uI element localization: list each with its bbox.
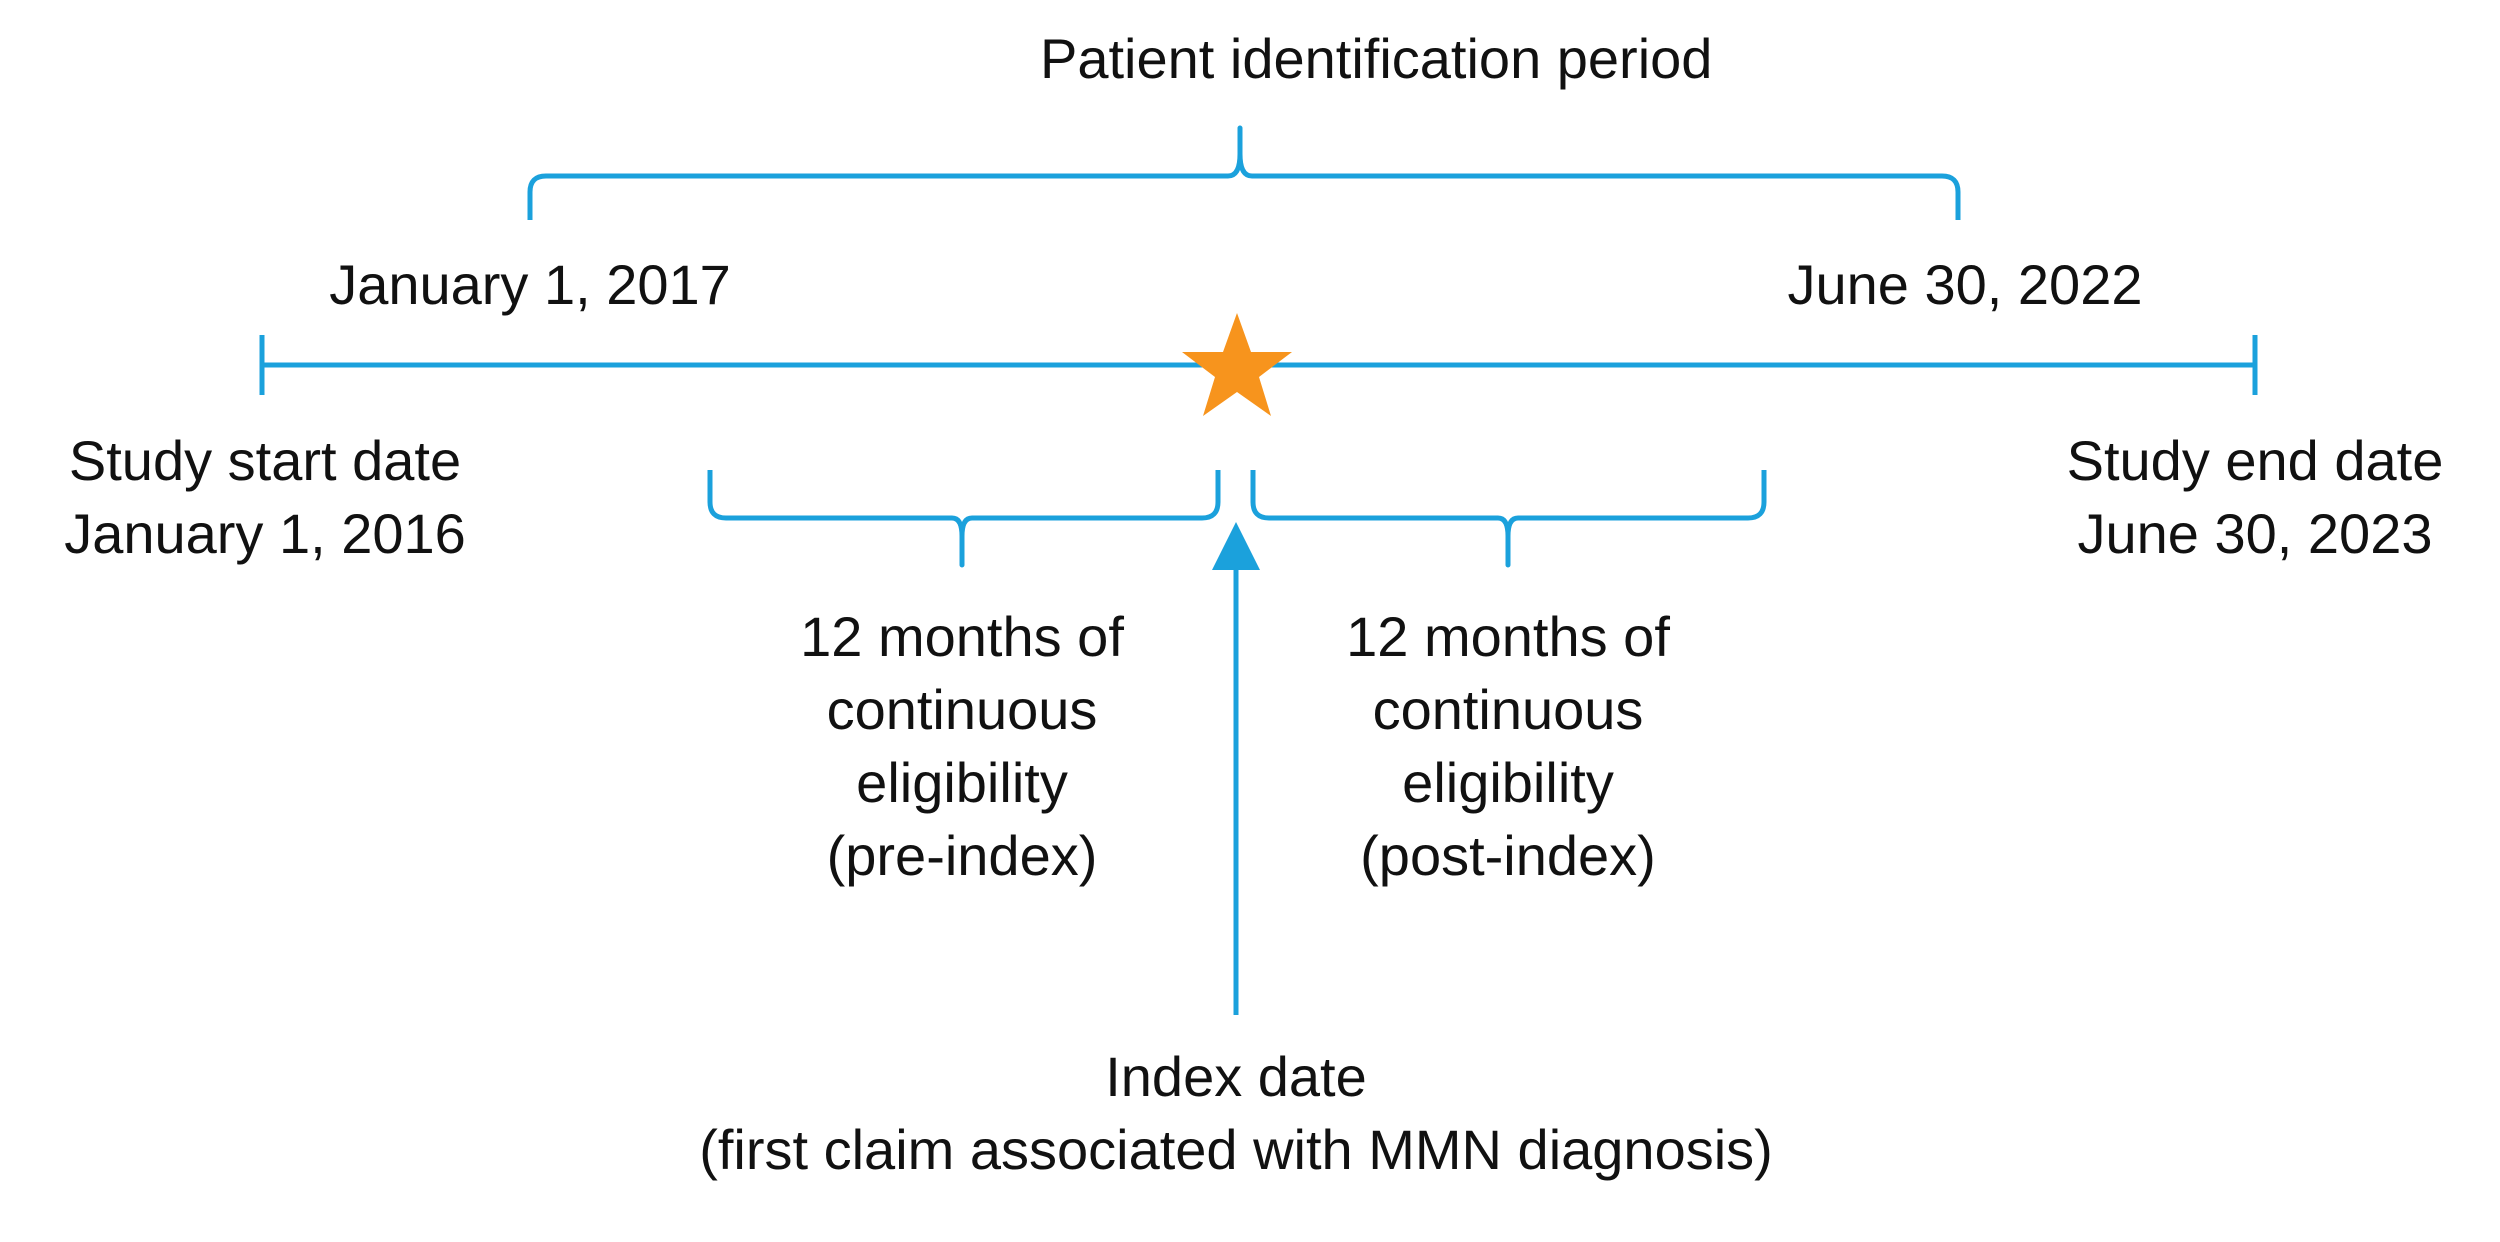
index-date-star-icon — [1182, 313, 1292, 416]
index-date-line2: (first claim associated with MMN diagnos… — [699, 1118, 1773, 1181]
index-date-line1: Index date — [1105, 1045, 1367, 1108]
pre-index-line1: 12 months of — [800, 605, 1124, 668]
index-date-arrowhead — [1212, 522, 1260, 570]
study-start-line1: Study start date — [68, 429, 462, 492]
post-index-line3: eligibility — [1402, 751, 1614, 814]
index-date-label: Index date (first claim associated with … — [586, 1040, 1886, 1186]
post-index-brace — [1250, 470, 1767, 568]
pre-index-line3: eligibility — [856, 751, 1068, 814]
identification-start-date: January 1, 2017 — [329, 253, 731, 316]
identification-period-title: Patient identification period — [1040, 27, 1713, 90]
study-end-line2: June 30, 2023 — [2077, 502, 2433, 565]
study-start-line2: January 1, 2016 — [64, 502, 466, 565]
study-end-label: Study end date June 30, 2023 — [2020, 424, 2490, 570]
pre-index-brace — [707, 470, 1221, 568]
study-start-label: Study start date January 1, 2016 — [20, 424, 510, 570]
pre-index-line2: continuous — [826, 678, 1098, 741]
identification-period-brace — [527, 125, 1961, 220]
post-index-line2: continuous — [1372, 678, 1644, 741]
post-index-line4: (post-index) — [1360, 824, 1656, 887]
pre-index-line4: (pre-index) — [826, 824, 1098, 887]
post-index-line1: 12 months of — [1346, 605, 1670, 668]
identification-end-date: June 30, 2022 — [1787, 253, 2143, 316]
study-end-line1: Study end date — [2066, 429, 2444, 492]
pre-index-label: 12 months of continuous eligibility (pre… — [762, 600, 1162, 892]
post-index-label: 12 months of continuous eligibility (pos… — [1308, 600, 1708, 892]
